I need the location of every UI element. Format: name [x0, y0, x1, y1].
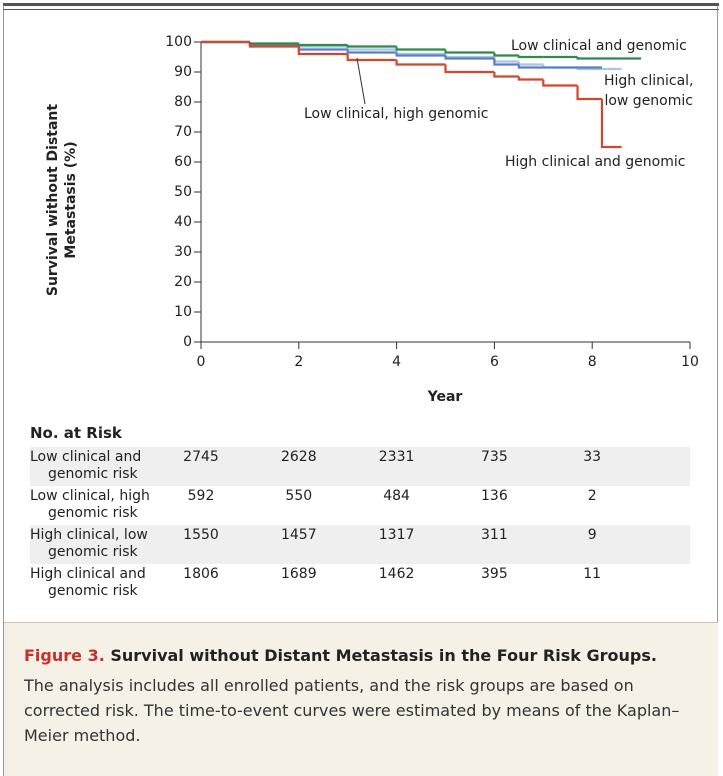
curve-step [493, 58, 519, 66]
y-tick-label: 10 [174, 304, 192, 320]
risk-count: 1806 [183, 566, 219, 582]
risk-count: 484 [383, 488, 410, 504]
rule [3, 3, 719, 6]
x-tick-label: 2 [294, 354, 303, 370]
curve-step [346, 54, 397, 62]
curve-step [297, 43, 348, 47]
curve-step [297, 46, 348, 56]
risk-count: 395 [481, 566, 508, 582]
risk-count: 2745 [183, 449, 219, 465]
label-pointer [356, 57, 366, 105]
y-tick-label: 80 [174, 94, 192, 110]
frame [3, 3, 718, 776]
y-axis-label: Survival without Distant Metastasis (%) [45, 103, 79, 297]
risk-row-label: Low clinical, high genomic risk [30, 488, 150, 521]
risk-table-title: No. at Risk [30, 424, 122, 442]
curve-step [395, 52, 446, 57]
y-tick-label: 90 [174, 64, 192, 80]
caption-label: Figure 3. [24, 646, 105, 665]
caption-text: The analysis includes all enrolled patie… [24, 676, 680, 745]
curve-step [542, 79, 578, 87]
y-tick-label: 0 [183, 334, 192, 350]
curve-step [444, 55, 495, 60]
x-tick-label: 6 [490, 354, 499, 370]
curve-step [444, 64, 495, 74]
x-tick-label: 10 [681, 354, 699, 370]
risk-count: 136 [481, 488, 508, 504]
risk-count: 2628 [280, 449, 317, 465]
risk-count: 735 [481, 449, 508, 465]
y-tick-label: 30 [174, 244, 192, 260]
y-tick-label: 20 [174, 274, 192, 290]
y-tick-label: 70 [174, 124, 192, 140]
risk-row-label: Low clinical and genomic risk [30, 449, 142, 482]
series-label: Low clinical and genomic [511, 38, 687, 54]
curve-step [517, 64, 544, 69]
risk-count: 2331 [378, 449, 415, 465]
series-label: Low clinical, high genomic [304, 106, 488, 122]
x-axis-label: Year [427, 389, 463, 405]
chart: Year 0 10 20 30 40 50 60 70 80 90 100 0 2 4 6 8 10 Low cl… [165, 34, 699, 405]
caption-title: Survival without Distant Metastasis in t… [110, 646, 657, 665]
risk-count: 2 [587, 488, 597, 504]
x-tick-label: 0 [197, 354, 206, 370]
risk-count: 11 [583, 566, 602, 582]
risk-row: Low clinical, high genomic risk 592 550 484… [30, 486, 690, 525]
risk-row: High clinical and genomic risk 1806 1689 14… [30, 564, 690, 603]
curve-step [493, 52, 519, 57]
series-label: High clinical and genomic [505, 154, 685, 170]
risk-count: 592 [187, 488, 215, 504]
risk-count: 311 [481, 527, 508, 543]
curve-step [493, 72, 519, 78]
caption: Figure 3. Survival without Distant Metas… [4, 622, 718, 776]
risk-count: 550 [285, 488, 313, 504]
risk-count: 1689 [280, 566, 317, 582]
x-tick-label: 8 [588, 354, 597, 370]
curve-step [576, 57, 602, 60]
rule [3, 9, 719, 10]
risk-count: 1462 [378, 566, 415, 582]
risk-row: High clinical, low genomic risk 1550 1457 1… [30, 525, 690, 564]
risk-row: Low clinical and genomic risk 2745 2628 233… [30, 447, 690, 486]
curve-step [576, 85, 602, 101]
caption-head: Figure 3. Survival without Distant Metas… [24, 645, 698, 667]
x-tick-label: 4 [392, 354, 401, 370]
risk-count: 9 [587, 527, 597, 543]
y-tick-label: 40 [174, 214, 192, 230]
curve-step [517, 55, 544, 59]
y-tick-label: 50 [174, 184, 192, 200]
curve-step [395, 60, 446, 66]
series-label: High clinical, low genomic [600, 73, 693, 109]
curve-step [248, 42, 299, 45]
y-tick-label: 60 [174, 154, 192, 170]
curve-step [444, 49, 495, 54]
curve-step [395, 46, 446, 51]
curve-step [346, 49, 397, 54]
risk-count: 1317 [378, 527, 415, 543]
curve-step [444, 54, 495, 59]
y-tick-label: 100 [165, 34, 192, 50]
risk-count: 33 [583, 449, 602, 465]
curve-step [600, 99, 622, 149]
risk-row-label: High clinical, low genomic risk [30, 527, 148, 560]
curve-step [248, 42, 299, 48]
curve-step [346, 45, 397, 48]
curve-step [517, 76, 544, 81]
risk-count: 1457 [280, 527, 317, 543]
curve-step [493, 57, 519, 63]
curve-step [517, 61, 544, 66]
risk-count: 1550 [183, 527, 219, 543]
risk-row-label: High clinical and genomic risk [30, 566, 146, 599]
